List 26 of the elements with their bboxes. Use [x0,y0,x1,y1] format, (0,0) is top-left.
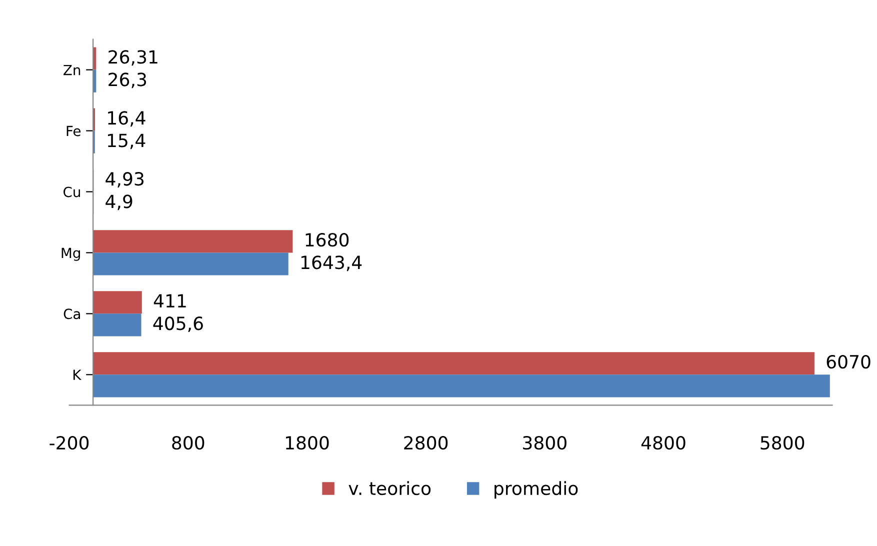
data-label: 1680 [306,233,349,247]
data-label: 26,31 [108,50,158,66]
data-label: 6070 [826,354,870,369]
data-label: 4,93 [106,172,144,188]
data-label: 4,9 [106,194,132,210]
x-tick-label: 800 [172,436,204,450]
x-tick-label: 5800 [760,436,804,450]
data-label: 15,4 [108,134,146,150]
x-tick-label: 2800 [404,436,448,450]
y-tick-label: Cu [64,186,80,198]
data-label: 26,3 [108,72,146,88]
data-label: 16,4 [108,111,146,127]
y-tick-label: Ca [64,308,80,320]
legend-label: v. teorico [348,481,431,496]
x-tick-label: 4800 [641,436,686,450]
y-tick-label: K [73,370,82,380]
data-label: 411 [154,294,186,308]
x-tick-label: -200 [50,436,89,450]
legend-label: promedio [494,481,578,499]
data-label: 405,6 [153,316,203,332]
y-tick-label: Zn [64,64,80,76]
y-tick-label: Mg [62,248,80,261]
x-tick-label: 1800 [286,436,329,450]
data-label: 1643,4 [301,256,362,272]
y-tick-label: Fe [66,126,80,136]
x-tick-label: 3800 [523,436,566,450]
